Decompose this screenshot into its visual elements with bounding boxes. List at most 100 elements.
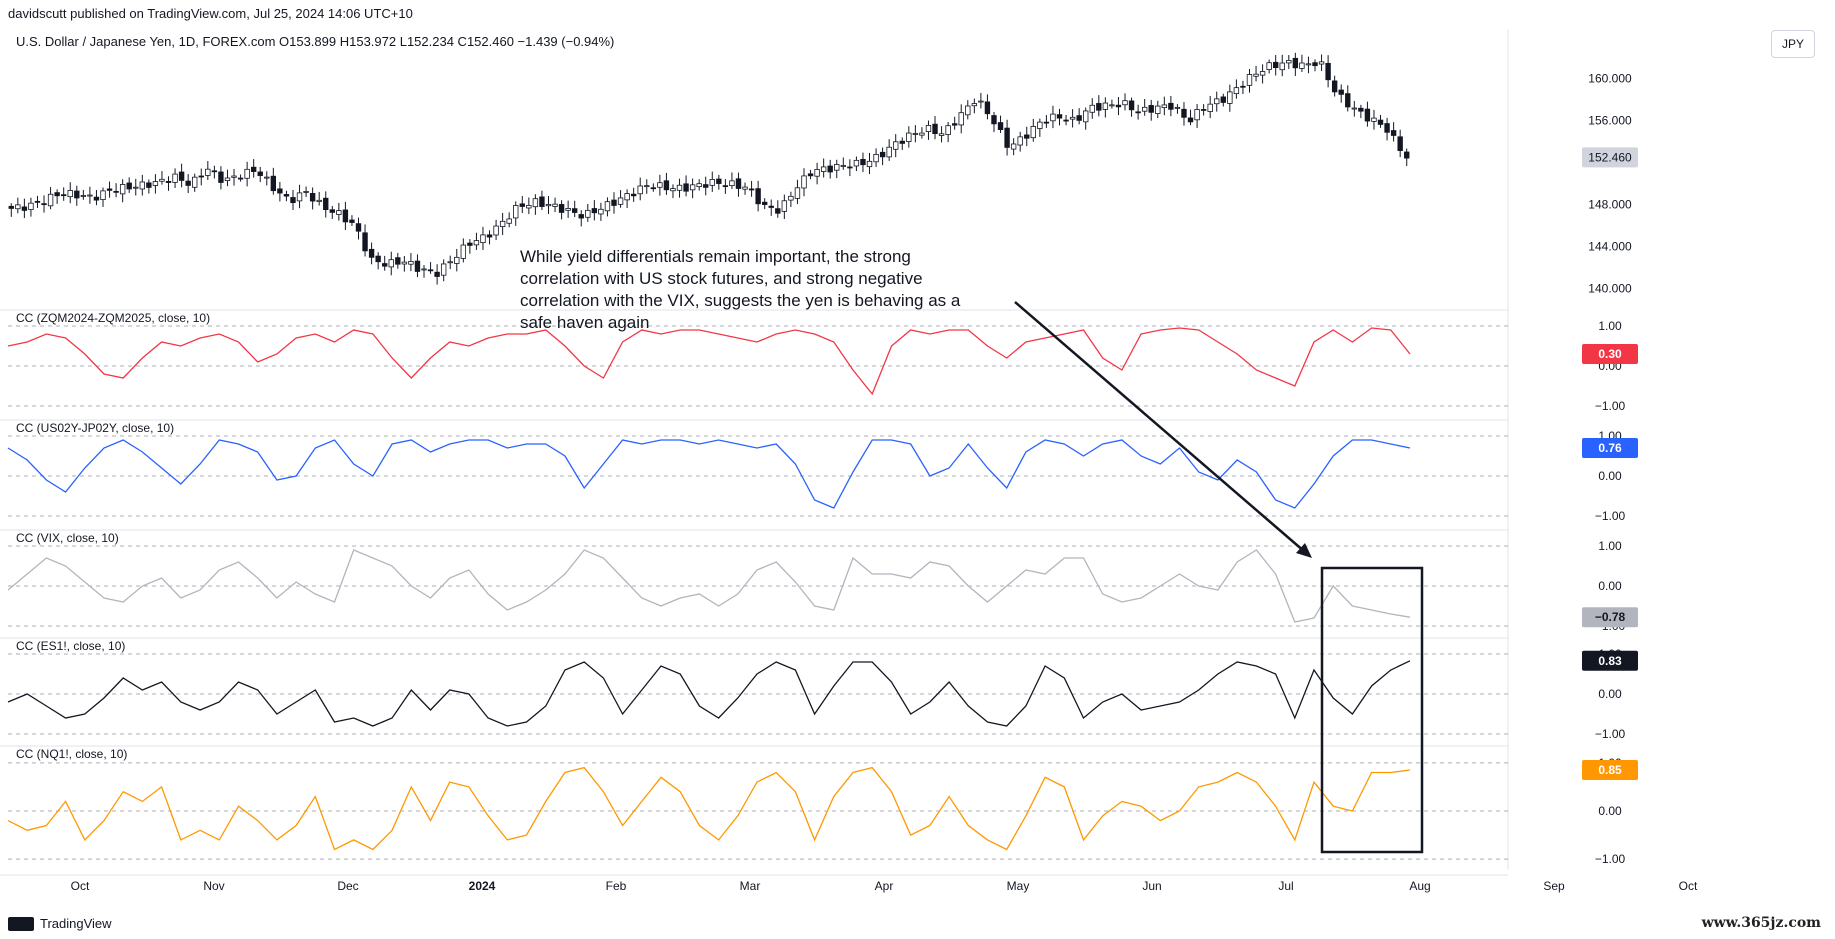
candle-body <box>932 123 938 135</box>
candle-body <box>696 183 702 188</box>
candle-body <box>1096 103 1102 111</box>
candle-body <box>1168 102 1174 110</box>
correlation-line <box>7 327 1411 396</box>
candle-body <box>401 261 408 265</box>
candle-body <box>133 186 139 189</box>
candle-body <box>21 206 28 211</box>
candle-body <box>742 186 748 190</box>
currency-button[interactable]: JPY <box>1770 30 1815 58</box>
candle-body <box>434 271 440 277</box>
candle-body <box>440 263 447 276</box>
candle-body <box>34 200 41 203</box>
candle-body <box>290 197 296 204</box>
candle-body <box>781 200 788 212</box>
candle-body <box>506 218 512 224</box>
candle-body <box>257 171 263 176</box>
candle-body <box>906 132 912 142</box>
indicator-tick-label: −1.00 <box>1595 727 1626 741</box>
indicator-legend: CC (NQ1!, close, 10) <box>16 747 127 761</box>
candle-body <box>965 105 971 116</box>
candle-body <box>1089 104 1095 113</box>
candle-body <box>978 100 984 103</box>
candle-body <box>1266 62 1272 70</box>
x-tick-label: 2024 <box>469 879 496 893</box>
candle-body <box>421 268 427 271</box>
candle-body <box>1181 108 1187 118</box>
candle-body <box>1187 117 1194 123</box>
candle-body <box>1273 61 1279 68</box>
candle-body <box>1135 111 1141 114</box>
indicator-value-tag <box>1582 344 1638 364</box>
candle-body <box>1358 107 1364 112</box>
candle-body <box>775 208 781 214</box>
candle-body <box>650 187 657 190</box>
correlation-line <box>7 660 1411 727</box>
candle-body <box>355 223 362 232</box>
candle-body <box>1155 105 1161 114</box>
candle-body <box>794 187 801 199</box>
candle-body <box>1305 63 1312 66</box>
last-price-label: 152.460 <box>1588 150 1632 164</box>
candle-body <box>1037 121 1043 129</box>
candle-body <box>558 204 565 213</box>
candle-body <box>218 171 224 183</box>
indicator-value-tag <box>1582 650 1638 671</box>
candle-body <box>1050 113 1056 122</box>
candle-body <box>604 201 611 212</box>
candle-body <box>237 177 244 180</box>
correlation-line <box>7 439 1411 509</box>
candle-body <box>768 205 774 208</box>
indicator-tick-label: −1.00 <box>1595 509 1626 523</box>
brand-label: TradingView <box>40 916 112 931</box>
candle-body <box>866 160 873 168</box>
candle-body <box>663 180 670 191</box>
last-price-tag <box>1582 147 1638 168</box>
candle-body <box>1030 126 1036 139</box>
candle-body <box>499 220 506 227</box>
candle-body <box>539 196 545 207</box>
candle-body <box>709 179 715 186</box>
candle-body <box>761 201 768 205</box>
x-tick-label: Aug <box>1409 879 1430 893</box>
indicator-value-label: 0.76 <box>1598 441 1622 455</box>
candle-body <box>395 257 401 265</box>
indicator-tick-label: −1.00 <box>1595 399 1626 413</box>
candle-body <box>925 125 932 132</box>
candle-body <box>74 190 80 199</box>
annotation-text: correlation with US stock futures, and s… <box>520 269 923 288</box>
candle-body <box>264 176 270 179</box>
candle-body <box>729 180 735 187</box>
candle-body <box>578 214 584 219</box>
candle-body <box>250 166 257 172</box>
candle-body <box>427 269 434 272</box>
indicator-value-label: 0.83 <box>1598 654 1622 668</box>
candle-body <box>473 240 480 246</box>
candle-body <box>349 219 355 223</box>
candle-body <box>1220 96 1226 103</box>
candle-body <box>971 103 978 107</box>
candle-body <box>860 158 866 166</box>
candle-body <box>912 133 919 135</box>
candle-body <box>87 194 93 197</box>
candle-body <box>683 183 689 192</box>
candle-body <box>244 168 250 179</box>
candle-body <box>1076 115 1082 121</box>
x-tick-label: Apr <box>875 879 894 893</box>
indicator-value-label: 0.30 <box>1598 347 1622 361</box>
candle-body <box>585 209 591 218</box>
candle-body <box>624 193 630 201</box>
tradingview-brand[interactable]: TradingView <box>8 916 112 931</box>
candle-body <box>670 188 676 192</box>
candle-body <box>1043 121 1050 124</box>
candle-body <box>984 101 991 115</box>
candle-body <box>945 125 951 135</box>
price-tick-label: 148.000 <box>1588 197 1632 211</box>
candle-body <box>1377 119 1384 125</box>
candle-body <box>60 194 67 197</box>
candle-body <box>1069 116 1076 120</box>
candle-body <box>460 244 467 259</box>
candle-body <box>454 256 460 264</box>
annotation-text: correlation with the VIX, suggests the y… <box>520 291 961 310</box>
candle-body <box>152 181 159 186</box>
